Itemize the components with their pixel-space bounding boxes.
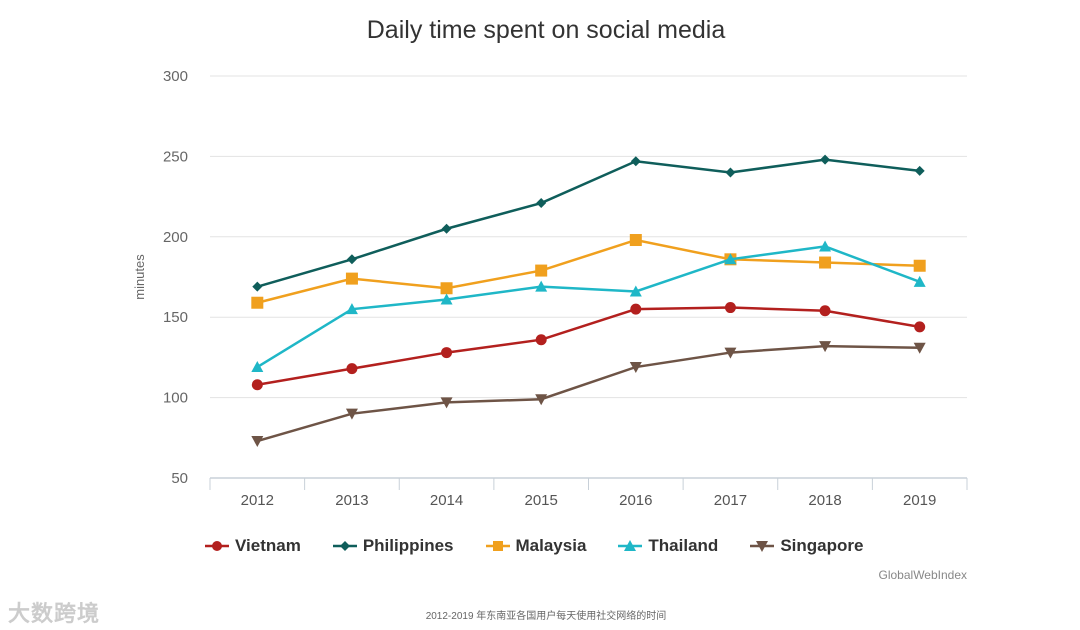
caption: 2012-2019 年东南亚各国用户每天使用社交网络的时间 [425,611,667,622]
legend-label: Malaysia [515,536,587,555]
legend-item-thailand[interactable]: Thailand [618,536,718,556]
data-point-thailand [535,280,548,292]
legend-marker [618,540,643,551]
data-point-vietnam [630,303,642,315]
data-point-singapore [345,408,358,420]
data-point-vietnam [724,302,736,314]
x-tick-label: 2018 [808,492,841,509]
data-point-malaysia [440,282,453,295]
legend-label: Singapore [780,536,864,555]
y-axis-label: minutes [132,254,147,300]
data-point-thailand [440,293,453,305]
data-point-philippines [820,154,831,165]
data-point-singapore [440,397,453,409]
x-tick-label: 2017 [714,492,747,509]
data-point-vietnam [441,347,453,359]
data-point-malaysia [251,296,264,309]
series-line-thailand [256,245,921,369]
data-point-philippines [725,167,736,178]
source-label: GlobalWebIndex [878,568,968,582]
y-tick-label: 250 [163,148,188,165]
legend-item-vietnam[interactable]: Vietnam [205,536,301,556]
y-tick-label: 50 [171,470,188,487]
data-point-thailand [819,240,832,252]
data-point-singapore [629,362,642,374]
x-tick-label: 2012 [241,492,274,509]
data-point-thailand [251,361,264,373]
legend-marker [750,541,775,552]
data-point-singapore [535,394,548,406]
data-point-singapore [724,347,737,359]
series-line-vietnam [257,306,920,386]
legend-marker [332,541,357,551]
legend-item-philippines[interactable]: Philippines [332,536,454,556]
data-point-vietnam [535,334,547,346]
data-point-philippines [630,156,641,167]
series-line-malaysia [257,238,920,304]
data-point-malaysia [819,256,832,269]
x-tick-label: 2019 [903,492,936,509]
legend-marker [205,541,229,551]
data-point-vietnam [914,321,926,333]
data-point-philippines [346,254,357,265]
legend: Vietnam Philippines Malaysia Thailand Si… [205,536,863,556]
legend-marker [485,541,510,551]
data-point-singapore [819,341,832,353]
data-point-singapore [251,436,264,448]
legend-item-malaysia[interactable]: Malaysia [485,536,587,556]
data-point-philippines [536,198,547,209]
data-point-philippines [914,165,925,176]
x-tick-label: 2013 [335,492,368,509]
legend-label: Thailand [648,536,719,555]
legend-item-singapore[interactable]: Singapore [750,536,863,556]
data-point-malaysia [629,234,642,247]
data-point-thailand [345,303,358,315]
data-point-malaysia [345,272,358,285]
watermark-logo: 大数跨境 [8,601,101,626]
data-point-vietnam [251,379,263,391]
data-point-malaysia [535,264,548,277]
y-tick-label: 100 [163,390,188,407]
x-tick-label: 2014 [430,492,463,509]
legend-label: Philippines [362,536,454,555]
data-point-thailand [629,285,642,297]
y-tick-label: 300 [163,68,188,85]
x-tick-label: 2016 [619,492,652,509]
data-point-thailand [913,275,926,287]
data-point-philippines [441,223,452,234]
y-tick-label: 150 [163,309,188,326]
chart-title: Daily time spent on social media [366,16,726,44]
y-tick-label: 200 [163,229,188,246]
data-point-vietnam [346,363,358,375]
series-line-philippines [256,158,920,288]
data-point-vietnam [819,305,831,317]
legend-label: Vietnam [235,536,301,555]
x-tick-label: 2015 [525,492,558,509]
series-line-singapore [256,344,920,443]
data-point-thailand [724,253,737,265]
data-point-philippines [252,281,263,292]
data-point-singapore [913,342,926,354]
data-point-malaysia [913,259,926,272]
